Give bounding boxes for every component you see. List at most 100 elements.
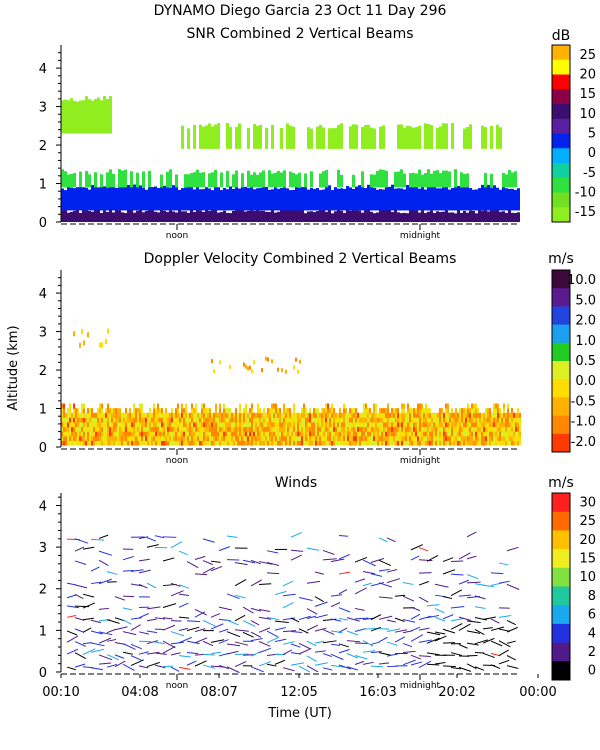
doppler-cell	[463, 435, 465, 441]
snr-cell	[433, 212, 436, 222]
doppler-cell	[335, 412, 337, 418]
doppler-cell	[191, 412, 193, 418]
doppler-cell	[371, 426, 373, 432]
snr-cell	[400, 213, 403, 222]
doppler-cell	[259, 417, 261, 423]
doppler-cell	[369, 417, 371, 423]
wind-barb	[154, 652, 167, 655]
doppler-cell	[149, 417, 151, 423]
wind-barb	[98, 631, 113, 636]
wind-barb	[482, 652, 495, 659]
doppler-cell	[491, 440, 493, 446]
doppler-cell	[293, 435, 295, 441]
doppler-cell	[395, 412, 397, 418]
doppler-cell	[473, 412, 475, 418]
doppler-cell	[495, 412, 497, 418]
doppler-cell	[227, 440, 229, 446]
snr-cell	[298, 187, 301, 211]
doppler-cell	[431, 417, 433, 423]
doppler-cell	[319, 421, 321, 428]
snr-cell	[94, 99, 97, 134]
wind-barb	[258, 616, 272, 620]
snr-cell	[103, 96, 106, 134]
snr-cell	[64, 190, 67, 211]
doppler-cell	[147, 412, 149, 418]
doppler-cell	[409, 408, 411, 414]
doppler-cell	[429, 431, 431, 437]
doppler-cell	[435, 435, 437, 441]
doppler-cell	[409, 417, 411, 423]
doppler-cell	[377, 421, 379, 428]
doppler-cell	[207, 431, 209, 437]
doppler-cell	[287, 426, 289, 432]
doppler-cell	[391, 412, 393, 418]
doppler-cell	[105, 440, 107, 446]
doppler-cell	[109, 421, 111, 428]
doppler-cell	[213, 431, 215, 437]
doppler-cell	[251, 369, 253, 374]
doppler-cell	[437, 417, 439, 423]
snr-cell	[313, 212, 316, 222]
y-tick-label: 0	[39, 216, 47, 231]
doppler-cell	[293, 417, 295, 423]
snr-cell	[427, 211, 430, 222]
snr-cell	[73, 173, 76, 188]
wind-barb	[178, 666, 191, 670]
doppler-cell	[83, 440, 85, 446]
doppler-cell	[65, 421, 67, 428]
doppler-cell	[503, 440, 505, 446]
doppler-cell	[325, 408, 327, 414]
wind-barb	[474, 606, 486, 610]
doppler-cell	[157, 421, 159, 428]
doppler-cell	[329, 426, 331, 432]
doppler-cell	[239, 417, 241, 423]
doppler-cell	[105, 421, 107, 428]
doppler-cell	[87, 421, 89, 428]
doppler-cell	[403, 412, 405, 418]
wind-barb	[130, 655, 142, 661]
doppler-cell	[199, 426, 201, 432]
snr-cell	[499, 189, 502, 211]
wind-barb	[298, 665, 311, 673]
doppler-cell	[401, 421, 403, 428]
doppler-cell	[425, 408, 427, 414]
doppler-cell	[425, 435, 427, 441]
snr-x-axis: noon midnight	[61, 223, 520, 241]
snr-cell	[367, 184, 370, 211]
doppler-cell	[291, 417, 293, 423]
doppler-cell	[399, 421, 401, 428]
doppler-cell	[355, 426, 357, 432]
doppler-cell	[387, 412, 389, 418]
doppler-cell	[499, 426, 501, 432]
doppler-cell	[421, 403, 423, 409]
snr-cell	[340, 188, 343, 211]
wind-barb	[178, 593, 190, 596]
doppler-cell	[509, 417, 511, 423]
doppler-cell	[475, 403, 477, 409]
wind-barb	[114, 660, 126, 668]
doppler-cell	[439, 435, 441, 441]
wind-barb	[194, 555, 206, 560]
doppler-cell	[133, 426, 135, 432]
doppler-cell	[187, 412, 189, 418]
doppler-cell	[403, 426, 405, 432]
doppler-cell	[233, 426, 235, 432]
wind-barb	[386, 653, 399, 657]
doppler-cell	[515, 431, 517, 437]
doppler-cell	[149, 408, 151, 414]
doppler-panel: Doppler Velocity Combined 2 Vertical Bea…	[6, 251, 596, 466]
wind-barb	[306, 655, 317, 662]
doppler-cell	[173, 426, 175, 432]
doppler-cell	[309, 421, 311, 428]
wind-barb	[386, 568, 398, 573]
snr-cell	[463, 174, 466, 188]
wind-barb	[410, 555, 420, 561]
wind-barb	[394, 629, 408, 633]
snr-cell	[490, 187, 493, 211]
doppler-cell	[109, 408, 111, 414]
doppler-cell	[173, 440, 175, 446]
doppler-cell	[367, 417, 369, 423]
wind-barb	[226, 666, 240, 674]
doppler-cell	[153, 408, 155, 414]
